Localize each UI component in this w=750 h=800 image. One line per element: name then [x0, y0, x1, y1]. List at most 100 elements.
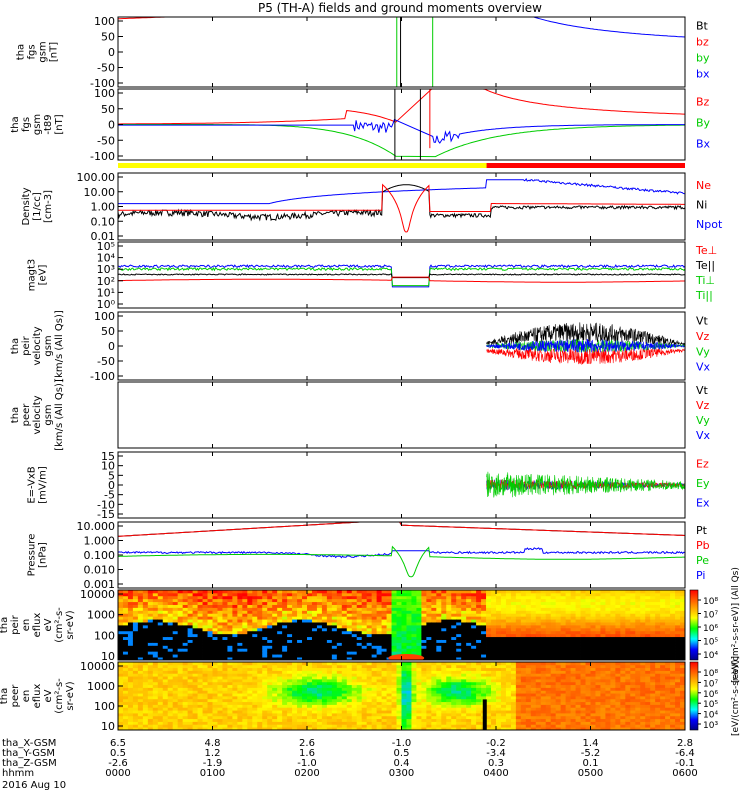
- spectrogram-cell: [331, 662, 338, 666]
- spectrogram-cell: [127, 642, 134, 646]
- spectrogram-cell: [580, 604, 586, 608]
- y-tick-label: 0: [108, 340, 115, 353]
- spectrogram-cell: [605, 595, 611, 600]
- spectrogram-cell: [307, 610, 313, 614]
- spectrogram-cell: [177, 601, 184, 605]
- spectrogram-cell: [381, 639, 387, 643]
- y-axis-label: gsm: [38, 41, 49, 62]
- spectrogram-cell: [321, 690, 328, 694]
- spectrogram-cell: [680, 601, 685, 605]
- spectrogram-cell: [267, 707, 273, 711]
- spectrogram-cell: [645, 630, 651, 635]
- spectrogram-cell: [461, 590, 467, 594]
- spectrogram-cell: [118, 648, 124, 652]
- spectrogram-cell: [187, 715, 194, 720]
- spectrogram-cell: [192, 598, 198, 603]
- spectrogram-cell: [640, 619, 646, 623]
- spectrogram-cell: [381, 642, 387, 646]
- spectrogram-cell: [257, 595, 263, 600]
- spectrogram-cell: [401, 696, 407, 700]
- spectrogram-cell: [257, 715, 263, 720]
- spectrogram-cell: [167, 625, 174, 629]
- spectrogram-cell: [242, 610, 248, 614]
- spectrogram-cell: [515, 619, 522, 623]
- spectrogram-cell: [605, 619, 611, 623]
- y-axis-label: [eV]: [38, 265, 49, 286]
- spectrogram-cell: [272, 684, 278, 688]
- spectrogram-cell: [302, 670, 308, 674]
- spectrogram-cell: [311, 701, 318, 705]
- spectrogram-cell: [147, 651, 154, 655]
- spectrogram-cell: [625, 613, 631, 617]
- spectrogram-cell: [436, 619, 442, 623]
- spectrogram-cell: [227, 701, 233, 705]
- spectrogram-cell: [252, 676, 258, 680]
- legend-entry: Npot: [696, 218, 723, 231]
- spectrogram-cell: [292, 681, 298, 686]
- spectrogram-cell: [510, 601, 517, 605]
- spectrogram-cell: [486, 645, 492, 649]
- spectrogram-cell: [451, 679, 457, 683]
- spectrogram-cell: [381, 607, 387, 611]
- spectrogram-cell: [217, 721, 223, 725]
- spectrogram-cell: [242, 648, 248, 652]
- spectrogram-cell: [118, 707, 124, 711]
- spectrogram-cell: [232, 687, 238, 691]
- spectrogram-cell: [496, 715, 502, 720]
- spectrogram-cell: [118, 701, 124, 705]
- spectrogram-cell: [282, 613, 288, 617]
- spectrogram-cell: [441, 622, 447, 626]
- spectrogram-cell: [311, 639, 318, 643]
- spectrogram-cell: [346, 598, 353, 603]
- spectrogram-cell: [496, 633, 502, 638]
- spectrogram-cell: [655, 627, 661, 632]
- spectrogram-cell: [187, 664, 194, 669]
- spectrogram-cell: [162, 651, 169, 655]
- spectrogram-cell: [336, 595, 343, 600]
- spectrogram-cell: [461, 679, 467, 683]
- spectrogram-cell: [157, 698, 164, 703]
- spectrogram-cell: [381, 715, 387, 720]
- spectrogram-cell: [222, 715, 228, 720]
- spectrogram-cell: [316, 684, 323, 688]
- spectrogram-cell: [625, 610, 631, 614]
- spectrogram-cell: [346, 630, 353, 635]
- spectrogram-cell: [321, 724, 328, 728]
- spectrogram-cell: [466, 625, 472, 629]
- spectrogram-cell: [500, 613, 507, 617]
- spectrogram-cell: [431, 633, 437, 638]
- spectrogram-cell: [505, 654, 512, 658]
- spectrogram-cell: [555, 610, 562, 614]
- spectrogram-cell: [351, 657, 358, 660]
- y-tick-label: 100: [94, 310, 115, 323]
- spectrogram-cell: [441, 713, 447, 717]
- spectrogram-cell: [500, 687, 507, 691]
- spectrogram-cell: [396, 724, 402, 728]
- spectrogram-cell: [550, 651, 557, 655]
- spectrogram-cell: [277, 595, 283, 600]
- spectrogram-cell: [118, 662, 124, 666]
- spectrogram-cell: [287, 654, 293, 658]
- spectrogram-cell: [341, 657, 348, 660]
- spectrogram-cell: [471, 657, 477, 660]
- spectrogram-cell: [177, 664, 184, 669]
- spectrogram-cell: [247, 598, 253, 603]
- spectrogram-cell: [461, 707, 467, 711]
- spectrogram-cell: [162, 590, 169, 594]
- spectrogram-cell: [396, 664, 402, 669]
- spectrogram-cell: [640, 595, 646, 600]
- spectrogram-cell: [391, 595, 397, 600]
- spectrogram-cell: [167, 630, 174, 635]
- spectrogram-cell: [192, 681, 198, 686]
- spectrogram-cell: [441, 595, 447, 600]
- spectrogram-cell: [341, 598, 348, 603]
- spectrogram-cell: [287, 701, 293, 705]
- spectrogram-cell: [237, 604, 243, 608]
- panel-content: [118, 264, 685, 288]
- spectrogram-cell: [451, 690, 457, 694]
- spectrogram-cell: [351, 633, 358, 638]
- spectrogram-cell: [232, 654, 238, 658]
- spectrogram-cell: [431, 664, 437, 669]
- spectrogram-cell: [162, 690, 169, 694]
- spectrogram-cell: [217, 651, 223, 655]
